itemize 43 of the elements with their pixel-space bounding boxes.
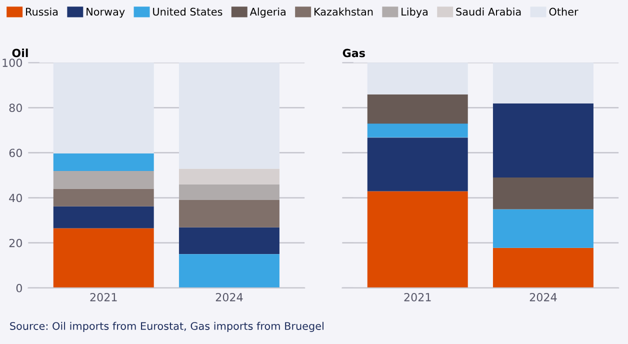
x-tick-label: 2021: [404, 292, 431, 302]
legend-label: United States: [153, 8, 222, 16]
bar: [53, 170, 154, 189]
bar: [367, 191, 468, 288]
y-tick-label: 40: [9, 194, 22, 202]
bar: [492, 103, 594, 178]
legend-label: Other: [549, 8, 578, 16]
bar: [367, 62, 468, 94]
source-note: Source: Oil imports from Eurostat, Gas imports from Bruegel: [10, 322, 324, 332]
bar: [53, 206, 154, 228]
bar: [367, 123, 468, 138]
legend-label: Libya: [402, 8, 428, 18]
bar: [178, 184, 280, 200]
bar: [178, 62, 280, 169]
chart-title: Oil: [12, 48, 28, 58]
y-tick-label: 20: [9, 238, 22, 248]
bar: [178, 200, 280, 228]
y-tick-label: 100: [2, 58, 22, 67]
bar: [53, 62, 154, 154]
bar: [178, 168, 280, 185]
bar: [53, 153, 154, 171]
bar: [367, 138, 468, 192]
bar: [367, 94, 468, 124]
y-tick-label: 80: [9, 104, 22, 112]
legend-label: Norway: [86, 8, 125, 18]
x-tick-label: 2024: [216, 292, 243, 302]
chart-title: Gas: [342, 48, 365, 58]
x-tick-label: 2021: [90, 292, 117, 302]
y-tick-label: 0: [16, 284, 22, 292]
legend-label: Algeria: [250, 8, 286, 18]
bar: [492, 209, 594, 248]
x-tick-label: 2024: [530, 292, 557, 302]
bar: [53, 188, 154, 206]
legend-label: Saudi Arabia: [456, 8, 521, 16]
legend-label: Russia: [26, 8, 58, 16]
bar: [53, 228, 154, 288]
bar: [178, 227, 280, 254]
bar: [492, 178, 594, 210]
bar: [178, 254, 280, 288]
legend-label: Kazakhstan: [314, 8, 373, 16]
bar: [492, 62, 594, 104]
bar: [492, 248, 594, 288]
y-tick-label: 60: [9, 148, 22, 158]
